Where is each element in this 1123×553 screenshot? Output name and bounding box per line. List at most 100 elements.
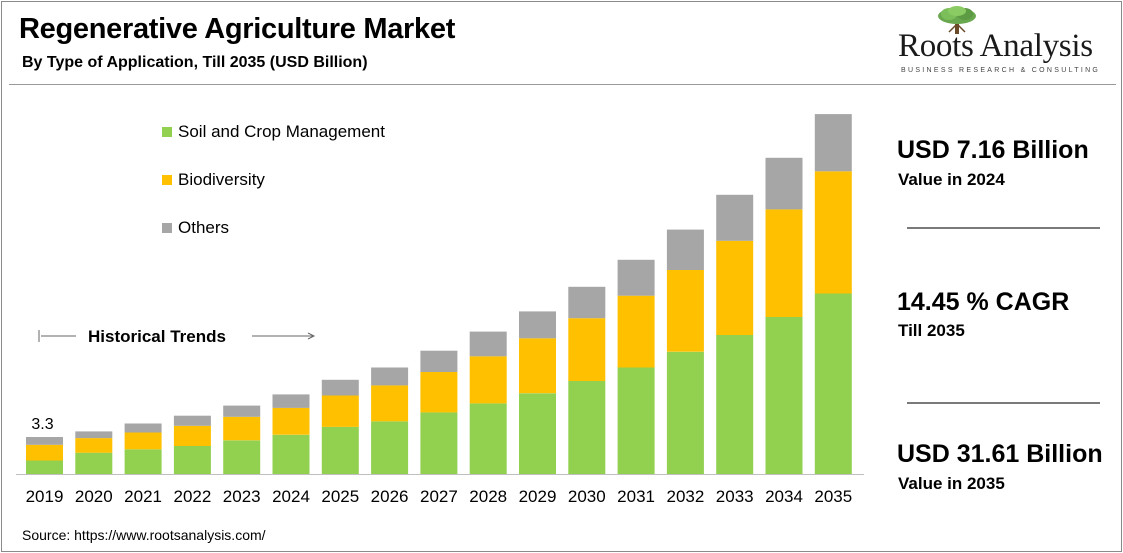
bar-segment-soil-2032 xyxy=(666,351,704,474)
bar-segment-soil-2022 xyxy=(173,446,211,474)
bar-segment-others-2035 xyxy=(814,114,852,172)
x-tick-label-2024: 2024 xyxy=(272,487,310,506)
x-tick-label-2032: 2032 xyxy=(666,487,704,506)
bar-segment-biodiversity-2019 xyxy=(26,444,63,461)
bar-segment-soil-2021 xyxy=(124,449,162,474)
bar-segment-others-2020 xyxy=(75,431,113,439)
x-tick-label-2022: 2022 xyxy=(173,487,211,506)
bar-segment-soil-2019 xyxy=(26,460,63,474)
data-label-2019-total: 3.3 xyxy=(31,416,53,433)
x-tick-label-2023: 2023 xyxy=(223,487,261,506)
stat-label-2024: Value in 2024 xyxy=(898,170,1005,189)
stats-divider-1 xyxy=(907,227,1100,229)
bar-segment-biodiversity-2030 xyxy=(568,318,606,381)
x-tick-label-2028: 2028 xyxy=(469,487,507,506)
x-tick-label-2027: 2027 xyxy=(420,487,458,506)
x-tick-label-2034: 2034 xyxy=(765,487,803,506)
legend-item-soil: Soil and Crop Management xyxy=(162,122,385,142)
stat-value-2024: USD 7.16 Billion xyxy=(897,136,1089,164)
bar-segment-biodiversity-2034 xyxy=(765,209,803,317)
header-divider xyxy=(9,84,1116,85)
bar-segment-soil-2027 xyxy=(420,412,458,474)
x-tick-label-2025: 2025 xyxy=(321,487,359,506)
legend-label-others: Others xyxy=(178,218,230,237)
bar-segment-biodiversity-2032 xyxy=(666,269,704,352)
bar-segment-biodiversity-2033 xyxy=(716,240,754,335)
historical-trends-annotation: Historical Trends xyxy=(38,324,318,348)
bar-segment-biodiversity-2035 xyxy=(814,171,852,294)
bar-segment-soil-2023 xyxy=(223,440,261,474)
bar-segment-biodiversity-2026 xyxy=(371,385,409,422)
bar-segment-biodiversity-2024 xyxy=(272,407,310,435)
bar-segment-others-2032 xyxy=(666,229,704,270)
stacked-bar-chart: 2019 3.3 2020 2021 2022 2023 2024 2025 2026 2027 2… xyxy=(16,114,864,506)
stat-value-cagr: 14.45 % CAGR xyxy=(897,288,1070,316)
bar-segment-biodiversity-2029 xyxy=(519,338,556,394)
bar-segment-others-2024 xyxy=(272,394,310,408)
logo-name: Roots Analysis xyxy=(898,28,1093,64)
x-tick-label-2019: 2019 xyxy=(26,487,64,506)
bar-segment-others-2031 xyxy=(617,259,655,296)
legend-swatch-biodiversity xyxy=(162,175,172,185)
legend-label-biodiversity: Biodiversity xyxy=(178,170,265,189)
legend-item-others: Others xyxy=(162,218,229,238)
bar-segment-others-2027 xyxy=(420,350,458,372)
legend-label-soil: Soil and Crop Management xyxy=(178,122,385,141)
bar-segment-soil-2031 xyxy=(617,367,655,474)
bar-segment-biodiversity-2021 xyxy=(124,432,162,450)
source-note: Source: https://www.rootsanalysis.com/ xyxy=(22,527,266,543)
bar-segment-biodiversity-2020 xyxy=(75,438,113,453)
legend-swatch-soil xyxy=(162,127,172,137)
header: Regenerative Agriculture Market By Type … xyxy=(2,2,1121,84)
stat-label-2035: Value in 2035 xyxy=(898,474,1005,493)
x-tick-label-2031: 2031 xyxy=(617,487,655,506)
bar-segment-soil-2030 xyxy=(568,380,606,474)
legend-item-biodiversity: Biodiversity xyxy=(162,170,265,190)
bar-segment-biodiversity-2023 xyxy=(223,416,261,441)
bar-segment-others-2019 xyxy=(26,437,63,445)
historical-trends-label: Historical Trends xyxy=(88,327,226,346)
stat-value-2035: USD 31.61 Billion xyxy=(897,440,1103,468)
x-tick-label-2029: 2029 xyxy=(519,487,557,506)
bar-segment-soil-2024 xyxy=(272,434,310,474)
x-tick-label-2026: 2026 xyxy=(371,487,409,506)
bar-segment-soil-2026 xyxy=(371,421,409,474)
logo-tagline: BUSINESS RESEARCH & CONSULTING xyxy=(901,67,1101,74)
roots-analysis-logo: Roots Analysis BUSINESS RESEARCH & CONSU… xyxy=(887,6,1102,80)
bar-segment-biodiversity-2028 xyxy=(469,356,507,404)
bar-segment-others-2022 xyxy=(173,415,211,426)
bar-segment-others-2029 xyxy=(519,311,556,339)
x-tick-label-2020: 2020 xyxy=(75,487,113,506)
bar-segment-others-2026 xyxy=(371,367,409,386)
bar-segment-soil-2034 xyxy=(765,317,803,474)
bar-segment-soil-2035 xyxy=(814,293,852,474)
historical-trends-arrow xyxy=(38,330,316,342)
bar-segment-others-2034 xyxy=(765,157,803,210)
bar-segment-biodiversity-2027 xyxy=(420,372,458,413)
bar-segment-others-2023 xyxy=(223,405,261,417)
bar-segment-soil-2020 xyxy=(75,452,113,474)
x-tick-label-2033: 2033 xyxy=(716,487,754,506)
bar-segment-soil-2025 xyxy=(321,426,359,474)
x-tick-label-2035: 2035 xyxy=(814,487,852,506)
x-tick-label-2030: 2030 xyxy=(568,487,606,506)
bar-segment-soil-2033 xyxy=(716,335,754,474)
bar-segment-others-2021 xyxy=(124,423,162,433)
bar-segment-soil-2028 xyxy=(469,403,507,474)
bar-segment-others-2025 xyxy=(321,379,359,396)
legend-swatch-others xyxy=(162,223,172,233)
bar-segment-biodiversity-2031 xyxy=(617,295,655,368)
tree-icon xyxy=(938,6,976,34)
bar-segment-others-2033 xyxy=(716,194,754,241)
bar-segment-others-2030 xyxy=(568,286,606,319)
x-tick-label-2021: 2021 xyxy=(124,487,162,506)
bar-segment-biodiversity-2025 xyxy=(321,395,359,427)
stats-divider-2 xyxy=(907,402,1100,404)
stat-label-cagr: Till 2035 xyxy=(898,321,965,340)
chart-subtitle: By Type of Application, Till 2035 (USD B… xyxy=(22,54,368,71)
bar-segment-others-2028 xyxy=(469,331,507,357)
bar-segment-biodiversity-2022 xyxy=(173,425,211,446)
chart-title: Regenerative Agriculture Market xyxy=(19,13,456,45)
bar-segment-soil-2029 xyxy=(519,393,556,474)
